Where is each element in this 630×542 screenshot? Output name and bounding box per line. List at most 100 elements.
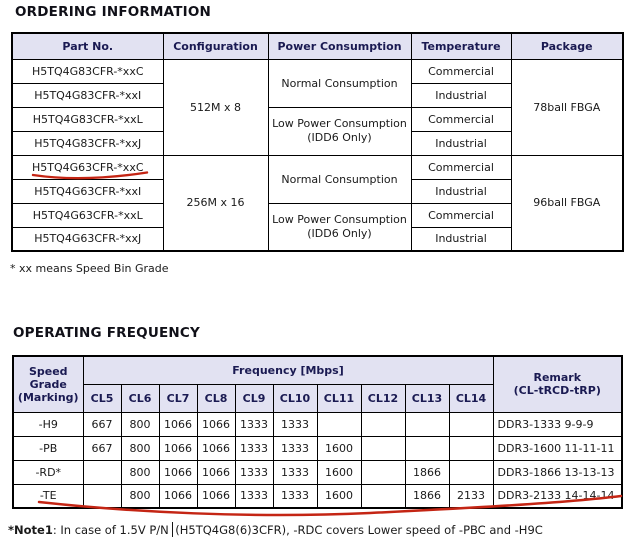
part-no-cell: H5TQ4G63CFR-*xxI	[11, 178, 164, 204]
text-cursor	[171, 522, 174, 537]
part-no-cell: H5TQ4G63CFR-*xxL	[11, 202, 164, 228]
freq-cell	[82, 459, 122, 485]
freq-cell	[360, 483, 406, 509]
operating-frequency-table: Speed Grade (Marking) Frequency [Mbps] R…	[12, 355, 624, 509]
speed-grade-cell: -TE	[12, 483, 84, 509]
power-consumption-cell: Low Power Consumption (IDD6 Only)	[267, 106, 412, 156]
col-header-configuration: Configuration	[162, 32, 269, 60]
freq-cell: 1333	[234, 459, 274, 485]
freq-cell	[448, 435, 494, 461]
col-header-cl6: CL6	[120, 383, 160, 413]
freq-cell: 1066	[158, 483, 198, 509]
col-header-cl9: CL9	[234, 383, 274, 413]
freq-cell: 1333	[272, 483, 318, 509]
note1-text-before: : In case of 1.5V P/N	[52, 523, 169, 537]
temperature-cell: Industrial	[410, 226, 512, 252]
freq-cell: 1066	[158, 411, 198, 437]
freq-cell: 800	[120, 411, 160, 437]
freq-cell: 1066	[158, 435, 198, 461]
col-header-part-no: Part No.	[11, 32, 164, 60]
freq-cell	[448, 411, 494, 437]
part-no-cell-marked: H5TQ4G63CFR-*xxC	[11, 154, 164, 180]
freq-cell	[360, 435, 406, 461]
freq-cell	[404, 411, 450, 437]
remark-cell: DDR3-2133 14-14-14	[492, 483, 623, 509]
col-header-cl10: CL10	[272, 383, 318, 413]
speed-grade-cell: -H9	[12, 411, 84, 437]
col-header-temperature: Temperature	[410, 32, 512, 60]
speed-grade-cell: -RD*	[12, 459, 84, 485]
freq-cell: 1600	[316, 435, 362, 461]
note1-label: *Note1	[8, 523, 53, 537]
temperature-cell: Commercial	[410, 58, 512, 84]
col-header-speed-grade: Speed Grade (Marking)	[12, 355, 84, 413]
operating-frequency-section-title: OPERATING FREQUENCY	[13, 325, 200, 341]
col-header-cl8: CL8	[196, 383, 236, 413]
remark-cell: DDR3-1600 11-11-11	[492, 435, 623, 461]
col-header-cl7: CL7	[158, 383, 198, 413]
freq-cell: 667	[82, 435, 122, 461]
temperature-cell: Commercial	[410, 154, 512, 180]
remark-cell: DDR3-1333 9-9-9	[492, 411, 623, 437]
part-no-cell: H5TQ4G63CFR-*xxJ	[11, 226, 164, 252]
freq-cell: 800	[120, 435, 160, 461]
freq-cell: 1333	[272, 411, 318, 437]
package-cell: 96ball FBGA	[510, 154, 624, 252]
ordering-table: Part No. Configuration Power Consumption…	[11, 32, 624, 252]
freq-cell	[360, 459, 406, 485]
col-header-package: Package	[510, 32, 624, 60]
speed-bin-note: * xx means Speed Bin Grade	[10, 262, 169, 275]
configuration-cell: 512M x 8	[162, 58, 269, 156]
freq-cell: 1066	[158, 459, 198, 485]
table-row: -H9 667 800 1066 1066 1333 1333 DDR3-133…	[12, 411, 623, 437]
note1-footnote[interactable]: *Note1: In case of 1.5V P/N (H5TQ4G8(6)3C…	[8, 522, 543, 537]
freq-cell: 1866	[404, 459, 450, 485]
part-no-cell: H5TQ4G83CFR-*xxL	[11, 106, 164, 132]
table-row: -RD* 800 1066 1066 1333 1333 1600 1866 D…	[12, 459, 623, 485]
freq-cell: 1066	[196, 435, 236, 461]
temperature-cell: Commercial	[410, 202, 512, 228]
col-header-cl14: CL14	[448, 383, 494, 413]
freq-cell	[360, 411, 406, 437]
freq-cell: 800	[120, 483, 160, 509]
freq-cell	[316, 411, 362, 437]
part-no-cell: H5TQ4G83CFR-*xxC	[11, 58, 164, 84]
part-no-cell: H5TQ4G83CFR-*xxJ	[11, 130, 164, 156]
freq-cell: 1333	[234, 411, 274, 437]
freq-cell	[82, 483, 122, 509]
freq-cell: 667	[82, 411, 122, 437]
freq-cell	[448, 459, 494, 485]
power-consumption-cell: Normal Consumption	[267, 154, 412, 204]
col-header-cl12: CL12	[360, 383, 406, 413]
freq-cell: 1333	[234, 483, 274, 509]
temperature-cell: Industrial	[410, 178, 512, 204]
freq-cell: 1333	[234, 435, 274, 461]
freq-cell: 2133	[448, 483, 494, 509]
freq-cell: 1066	[196, 459, 236, 485]
col-header-remark: Remark (CL-tRCD-tRP)	[492, 355, 623, 413]
freq-cell: 1066	[196, 483, 236, 509]
ordering-section-title: ORDERING INFORMATION	[15, 4, 212, 20]
remark-cell: DDR3-1866 13-13-13	[492, 459, 623, 485]
configuration-cell: 256M x 16	[162, 154, 269, 252]
power-consumption-cell: Normal Consumption	[267, 58, 412, 108]
table-row-marked: -TE 800 1066 1066 1333 1333 1600 1866 21…	[12, 483, 623, 509]
temperature-cell: Industrial	[410, 82, 512, 108]
col-header-frequency-mbps: Frequency [Mbps]	[82, 355, 494, 385]
note1-text-after: (H5TQ4G8(6)3CFR), -RDC covers Lower spee…	[175, 523, 543, 537]
package-cell: 78ball FBGA	[510, 58, 624, 156]
power-consumption-cell: Low Power Consumption (IDD6 Only)	[267, 202, 412, 252]
freq-cell: 1066	[196, 411, 236, 437]
speed-grade-cell: -PB	[12, 435, 84, 461]
part-no-cell: H5TQ4G83CFR-*xxI	[11, 82, 164, 108]
temperature-cell: Commercial	[410, 106, 512, 132]
freq-cell: 1333	[272, 435, 318, 461]
table-row: -PB 667 800 1066 1066 1333 1333 1600 DDR…	[12, 435, 623, 461]
col-header-power-consumption: Power Consumption	[267, 32, 412, 60]
freq-cell: 800	[120, 459, 160, 485]
col-header-cl5: CL5	[82, 383, 122, 413]
freq-cell: 1600	[316, 483, 362, 509]
freq-cell: 1866	[404, 483, 450, 509]
col-header-cl13: CL13	[404, 383, 450, 413]
